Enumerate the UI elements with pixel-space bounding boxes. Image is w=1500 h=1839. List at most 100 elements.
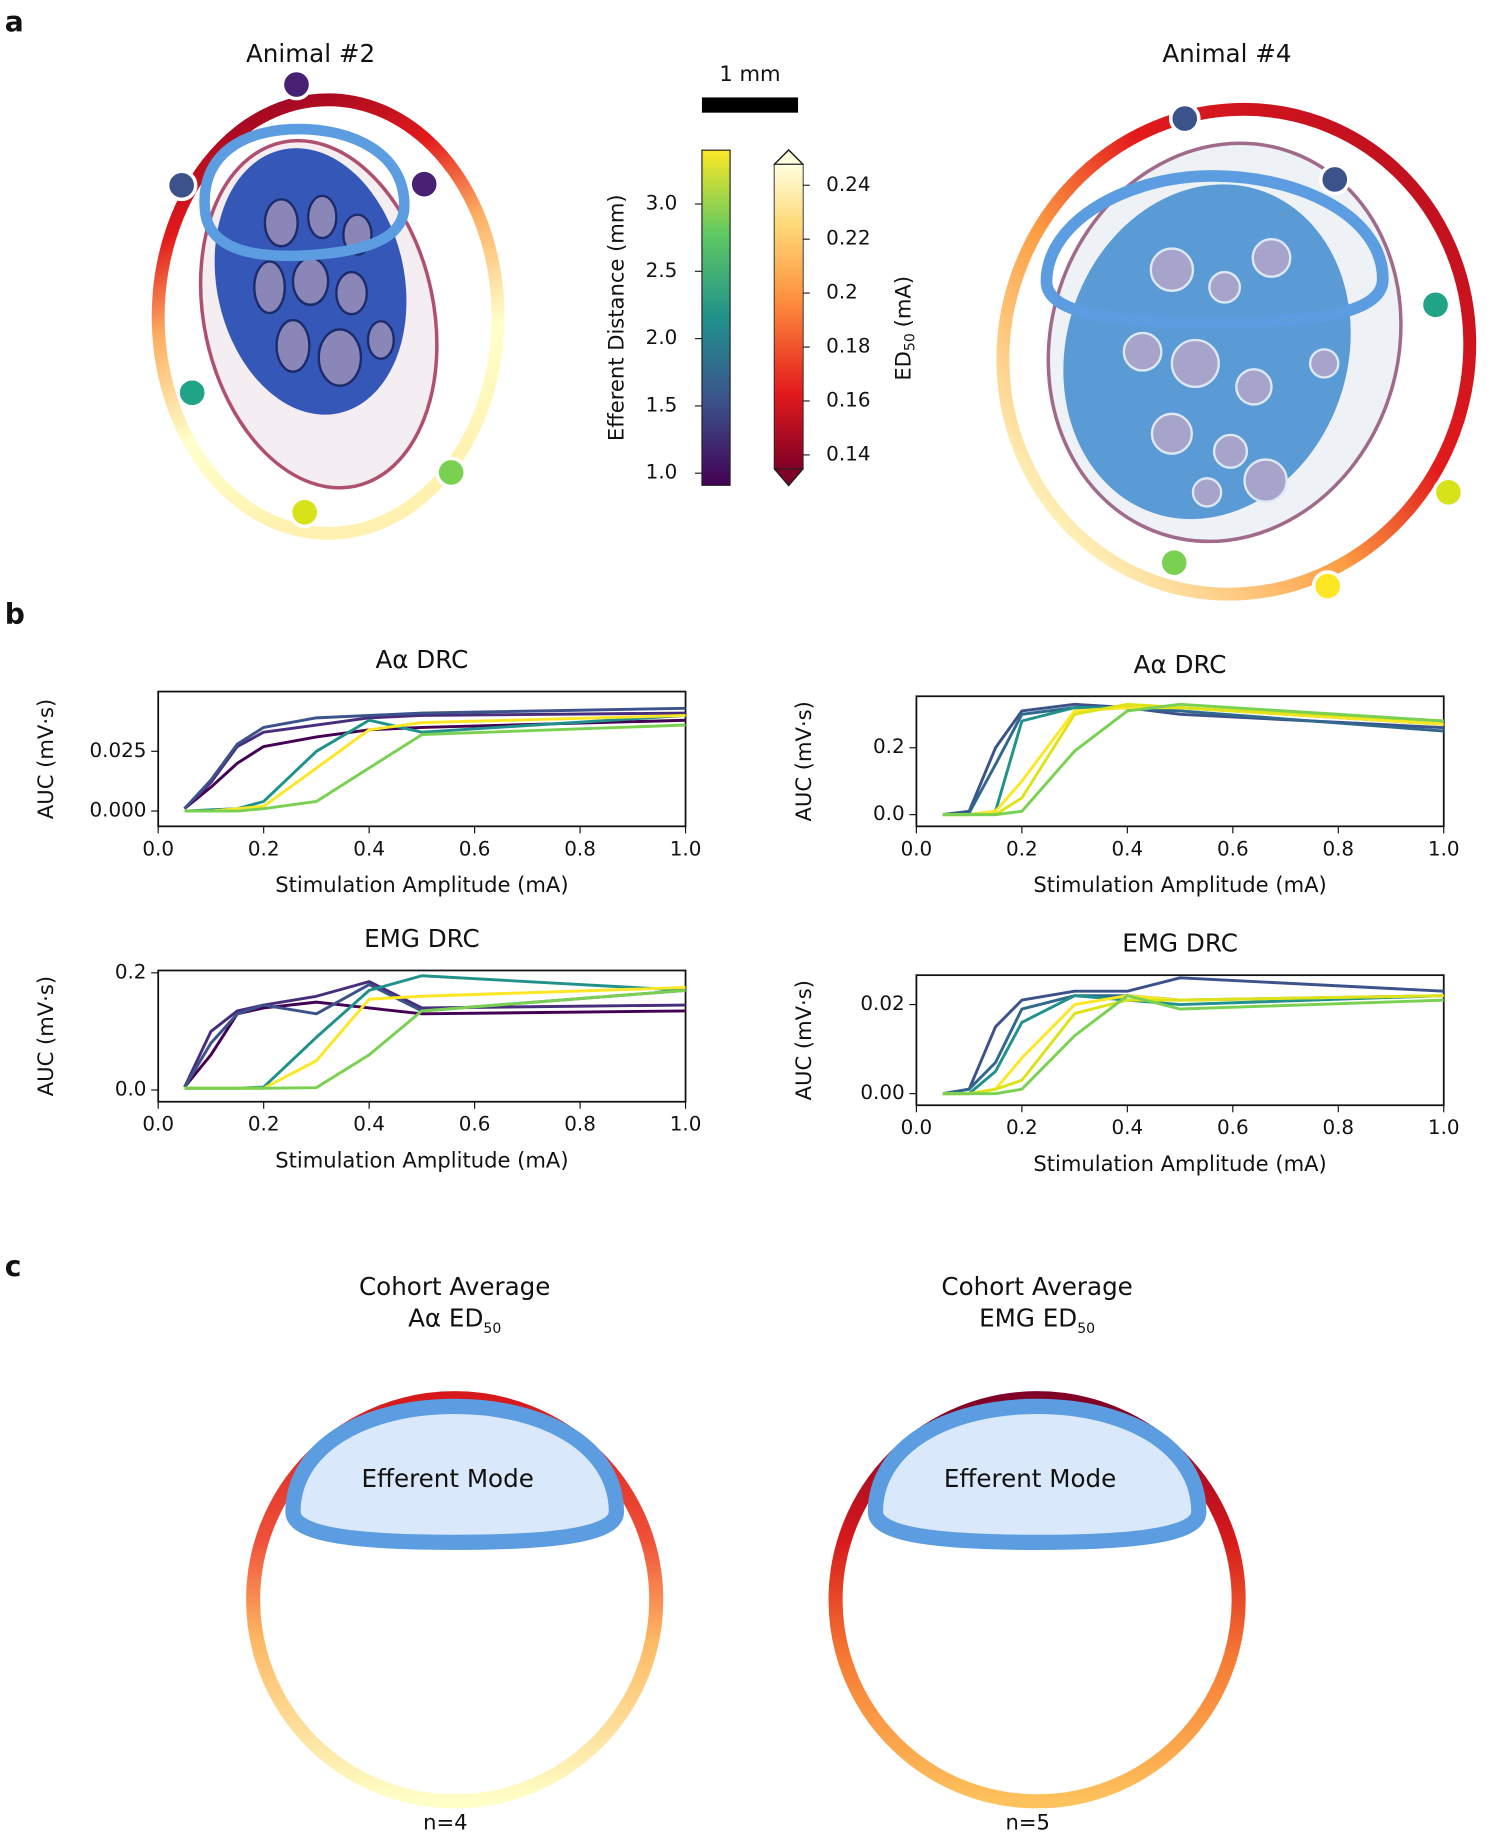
chart-title: Aα DRC — [375, 645, 468, 674]
electrode — [1318, 163, 1351, 196]
x-tick-label: 0.2 — [1006, 1116, 1038, 1139]
x-tick-label: 0.0 — [901, 1116, 933, 1139]
line-series — [184, 974, 686, 1090]
animal-label: Animal #2 — [246, 39, 375, 68]
n-label: n=4 — [423, 1810, 467, 1835]
y-tick-label: 0.2 — [115, 960, 147, 983]
animal-label: Animal #4 — [1162, 39, 1291, 68]
chart-title: Aα DRC — [1134, 650, 1227, 679]
line-series — [942, 994, 1444, 1096]
colorbar-tick-label: 1.0 — [646, 461, 678, 484]
line-series — [942, 702, 1444, 817]
colorbar — [701, 149, 731, 486]
efferent-outline — [199, 123, 410, 262]
electrode — [408, 168, 441, 200]
ring — [151, 93, 505, 540]
chart-title: EMG DRC — [1122, 929, 1238, 958]
x-tick-label: 1.0 — [1428, 837, 1460, 860]
line-series — [942, 994, 1444, 1096]
plot-frame — [915, 974, 1445, 1107]
x-tick-label: 0.8 — [1322, 837, 1354, 860]
electrode — [165, 169, 198, 202]
colorbar-extend — [773, 149, 805, 165]
nerve-left — [151, 68, 505, 540]
colorbar-label: ED50 (mA) — [891, 276, 919, 381]
line-series — [942, 702, 1444, 817]
cohort-left — [246, 1391, 664, 1809]
x-tick-label: 0.6 — [459, 837, 491, 860]
line-series — [942, 976, 1444, 1096]
line-series — [183, 718, 686, 810]
plot-frame — [157, 690, 687, 828]
colorbar-tick-label: 1.5 — [646, 393, 678, 416]
y-axis-label: AUC (mV·s) — [791, 701, 816, 821]
label-sub: 50 — [903, 333, 919, 351]
ring — [828, 1391, 1246, 1809]
x-tick-label: 0.8 — [1322, 1116, 1354, 1139]
subtitle-sub: 50 — [483, 1321, 501, 1337]
x-tick-label: 0.8 — [564, 1113, 596, 1136]
x-tick-label: 0.0 — [901, 837, 933, 860]
electrode — [1432, 476, 1465, 509]
label-unit: (mA) — [891, 276, 916, 327]
cohort-subtitle: Aα ED50 — [408, 1304, 501, 1337]
electrode — [1311, 570, 1344, 602]
cohort-right — [828, 1391, 1246, 1809]
y-tick-label: 0.000 — [89, 799, 146, 822]
x-tick-label: 0.0 — [142, 837, 174, 860]
x-tick-label: 1.0 — [670, 1113, 702, 1136]
nerve-right — [996, 102, 1477, 602]
x-tick-label: 0.2 — [248, 1113, 280, 1136]
ring — [246, 1391, 664, 1809]
x-tick-label: 0.0 — [142, 1113, 174, 1136]
colorbar-tick-label: 2.5 — [646, 259, 678, 282]
x-axis-label: Stimulation Amplitude (mA) — [1033, 872, 1326, 897]
colorbar-tick-label: 3.0 — [646, 192, 678, 215]
electrode — [435, 456, 467, 489]
y-axis-label: AUC (mV·s) — [791, 980, 816, 1100]
x-tick-label: 0.4 — [353, 837, 385, 860]
colorbar-extend — [773, 468, 805, 487]
subtitle-main: Aα ED — [408, 1304, 483, 1333]
line-series — [183, 706, 686, 810]
x-tick-label: 1.0 — [670, 837, 702, 860]
efferent-mode — [867, 1398, 1207, 1550]
line-series — [183, 983, 686, 1088]
colorbar-tick-label: 0.16 — [826, 388, 870, 411]
colorbar-label: Efferent Distance (mm) — [604, 194, 629, 441]
plot-frame — [915, 695, 1445, 828]
efferent-outline — [1040, 170, 1389, 329]
colorbar-tick-label: 0.18 — [826, 335, 870, 358]
line-series — [942, 994, 1444, 1096]
y-tick-label: 0.0 — [115, 1078, 147, 1101]
panel-label: c — [5, 1250, 22, 1283]
colorbar-tick-label: 0.2 — [826, 281, 858, 304]
line-series — [183, 1000, 686, 1089]
colorbar-tick-label: 0.24 — [826, 173, 870, 196]
scale-bar-label: 1 mm — [719, 61, 780, 86]
x-tick-label: 0.4 — [1112, 837, 1144, 860]
x-tick-label: 0.4 — [1112, 1116, 1144, 1139]
panel-label: b — [5, 597, 25, 630]
electrode — [288, 496, 321, 529]
line-series — [184, 723, 686, 813]
cohort-subtitle: EMG ED50 — [979, 1304, 1095, 1337]
chart-title: EMG DRC — [364, 924, 480, 953]
fascicles — [1122, 238, 1340, 508]
line-series — [183, 980, 686, 1088]
y-tick-label: 0.2 — [873, 735, 905, 758]
line-series — [942, 706, 1444, 817]
scale-bar — [701, 97, 799, 113]
line-series — [942, 994, 1444, 1096]
y-tick-label: 0.02 — [860, 992, 904, 1015]
electrode — [1419, 289, 1452, 321]
ring — [996, 102, 1477, 601]
y-tick-label: 0.025 — [89, 739, 146, 762]
x-axis-label: Stimulation Amplitude (mA) — [275, 1147, 568, 1172]
x-tick-label: 0.8 — [564, 837, 596, 860]
x-axis-label: Stimulation Amplitude (mA) — [1033, 1151, 1326, 1176]
x-tick-label: 0.6 — [1217, 1116, 1249, 1139]
x-tick-label: 0.2 — [1006, 837, 1038, 860]
